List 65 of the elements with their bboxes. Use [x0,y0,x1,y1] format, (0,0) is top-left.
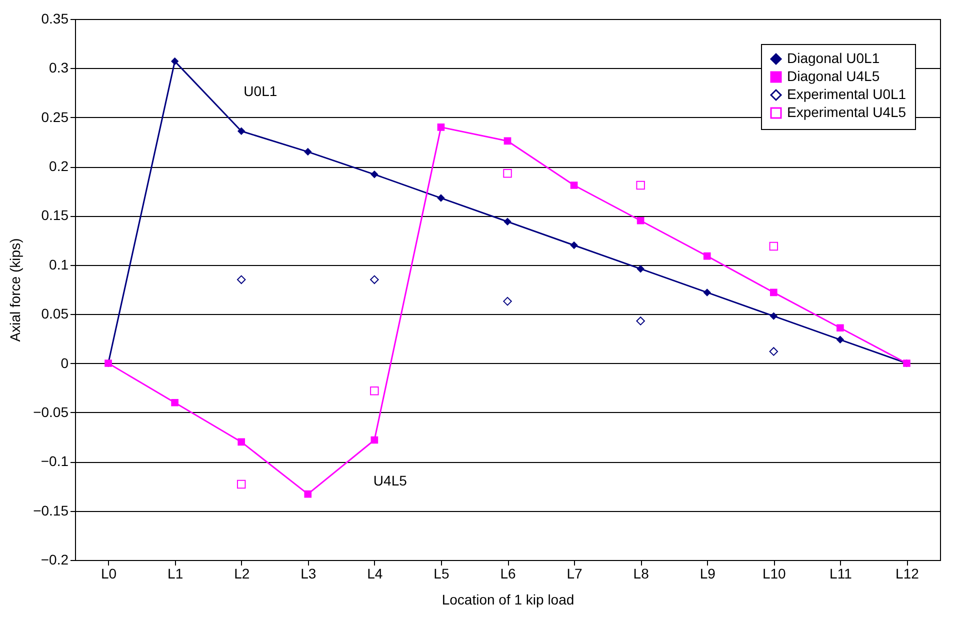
x-tick-label: L4 [367,566,383,582]
point [836,324,844,332]
y-tick-label: 0.1 [49,256,69,272]
y-tick-label: 0.2 [49,158,69,174]
point [370,436,378,444]
annotation: U4L5 [373,472,408,489]
point [769,242,778,251]
point [504,218,512,226]
point [703,252,711,260]
point [437,194,445,202]
x-tick-label: L9 [700,566,716,582]
point [171,398,178,406]
x-tick-label: L10 [762,566,786,582]
x-tick-label: L3 [300,566,316,582]
point [238,127,246,135]
point [370,386,379,396]
point [236,275,246,284]
x-tick-label: L6 [500,566,516,582]
x-tick-label: L1 [168,566,184,582]
y-tick-label: 0.35 [41,10,69,26]
x-tick-label: L11 [830,566,852,582]
point [636,180,645,190]
point [703,288,711,296]
point [636,265,644,273]
y-tick-label: −0.1 [40,453,69,470]
point [503,169,512,178]
y-tick-label: 0 [60,354,69,371]
y-tick-label: 0.3 [49,60,69,76]
annotation: U0L1 [244,83,278,100]
y-tick-label: −0.05 [33,404,69,420]
y-tick-label: 0.25 [41,108,69,125]
y-tick-label: −0.2 [40,552,69,568]
point [236,480,246,489]
y-axis-title: Axial force (kips) [7,238,24,342]
point [370,275,379,284]
x-tick-label: L8 [633,566,650,582]
point [171,58,178,65]
x-tick-label: L5 [434,566,450,582]
point [370,170,378,178]
point [437,124,445,131]
legend-label: Experimental U4L5 [787,104,906,120]
point [304,148,312,156]
point [238,438,246,446]
x-tick-label: L12 [896,566,920,582]
legend-label: Experimental U0L1 [787,86,906,102]
point [769,347,778,356]
y-tick-label: −0.15 [33,502,69,518]
x-axis-title: Location of 1 kip load [442,592,574,608]
x-tick-label: L7 [566,566,583,582]
point [503,296,512,306]
point [304,490,312,498]
point [504,137,512,145]
legend-label: Diagonal U4L5 [787,68,880,84]
point [636,316,645,326]
x-tick-label: L2 [234,566,250,582]
x-tick-label: L0 [100,566,117,582]
point [570,242,578,249]
y-tick-label: 0.05 [41,306,69,322]
legend-label: Diagonal U0L1 [787,50,880,66]
point [836,336,844,344]
point [770,288,778,296]
point [636,216,644,224]
point [770,312,778,320]
point [570,182,578,189]
y-tick-label: 0.15 [41,207,69,224]
